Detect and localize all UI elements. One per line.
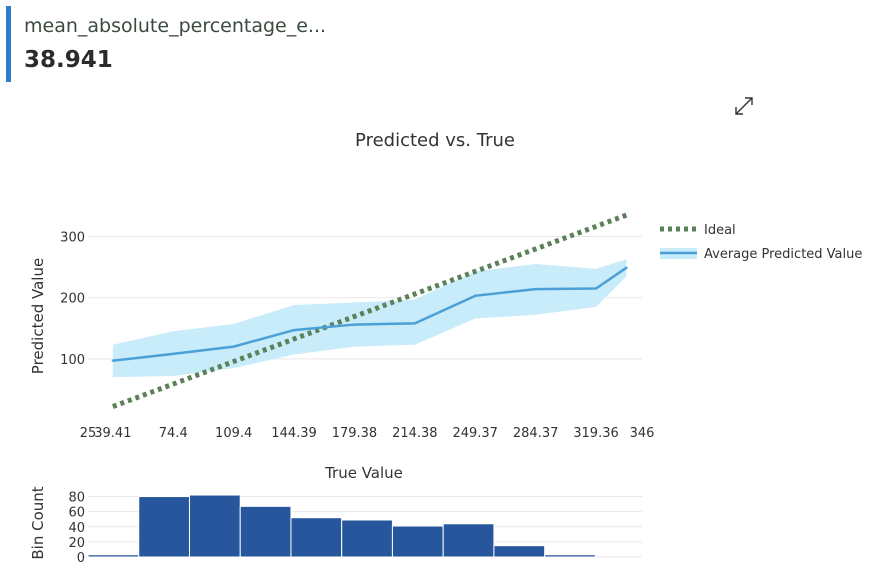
x-tick-label: 109.4 (215, 426, 252, 441)
histogram-bar (442, 523, 495, 558)
x-tick-label: 74.4 (159, 426, 188, 441)
histogram-bar (239, 505, 292, 558)
average-point (292, 328, 296, 332)
y-tick-label: 200 (60, 292, 85, 307)
hist-y-tick-label: 40 (68, 521, 85, 536)
y-tick-label: 300 (60, 230, 85, 245)
average-point (534, 287, 537, 291)
hist-y-tick-label: 80 (68, 491, 85, 506)
average-point (111, 359, 115, 362)
y-tick-label: 100 (60, 353, 85, 368)
histogram-bar (391, 525, 444, 558)
histogram-bar (341, 519, 393, 558)
average-predicted-line (112, 266, 628, 362)
histogram-bar (188, 494, 241, 558)
x-tick-label: 346 (630, 426, 655, 441)
histogram-bar (138, 496, 190, 558)
x-tick-label: 144.39 (271, 426, 317, 441)
chart-title: Predicted vs. True (355, 130, 515, 151)
x-tick-label: 39.41 (94, 426, 131, 441)
average-point (232, 345, 235, 348)
hist-y-axis-label: Bin Count (29, 486, 47, 559)
hist-y-tick-label: 0 (77, 551, 85, 566)
histogram-bar (87, 554, 140, 558)
metric-name: mean_absolute_percentage_e... (24, 15, 327, 37)
average-point (625, 266, 628, 269)
x-tick-label: 319.36 (573, 426, 619, 441)
x-tick-label: 179.38 (332, 426, 378, 441)
average-point (474, 294, 477, 298)
prediction-band (112, 259, 627, 378)
hist-y-tick-label: 20 (68, 536, 85, 551)
x-tick-label: 249.37 (452, 426, 498, 441)
hist-y-tick-label: 60 (68, 506, 85, 521)
legend-ideal-label: Ideal (704, 223, 736, 238)
expand-arrows-icon[interactable] (733, 95, 755, 117)
histogram-bar (290, 517, 343, 558)
ideal-line (111, 212, 628, 409)
metric-card: mean_absolute_percentage_e... 38.941 (6, 6, 426, 82)
average-point (353, 323, 356, 326)
legend-average-label: Average Predicted Value (704, 247, 862, 262)
histogram-title: True Value (324, 464, 403, 482)
average-point (172, 352, 175, 356)
metric-value: 38.941 (24, 47, 113, 73)
x-tick-label: 284.37 (513, 426, 559, 441)
y-axis-label: Predicted Value (29, 258, 47, 374)
average-point (413, 322, 417, 325)
histogram-bar (544, 554, 596, 558)
x-tick-label: 25 (80, 426, 97, 441)
histogram-bar (493, 545, 546, 558)
average-point (594, 287, 598, 290)
x-tick-label: 214.38 (392, 426, 438, 441)
